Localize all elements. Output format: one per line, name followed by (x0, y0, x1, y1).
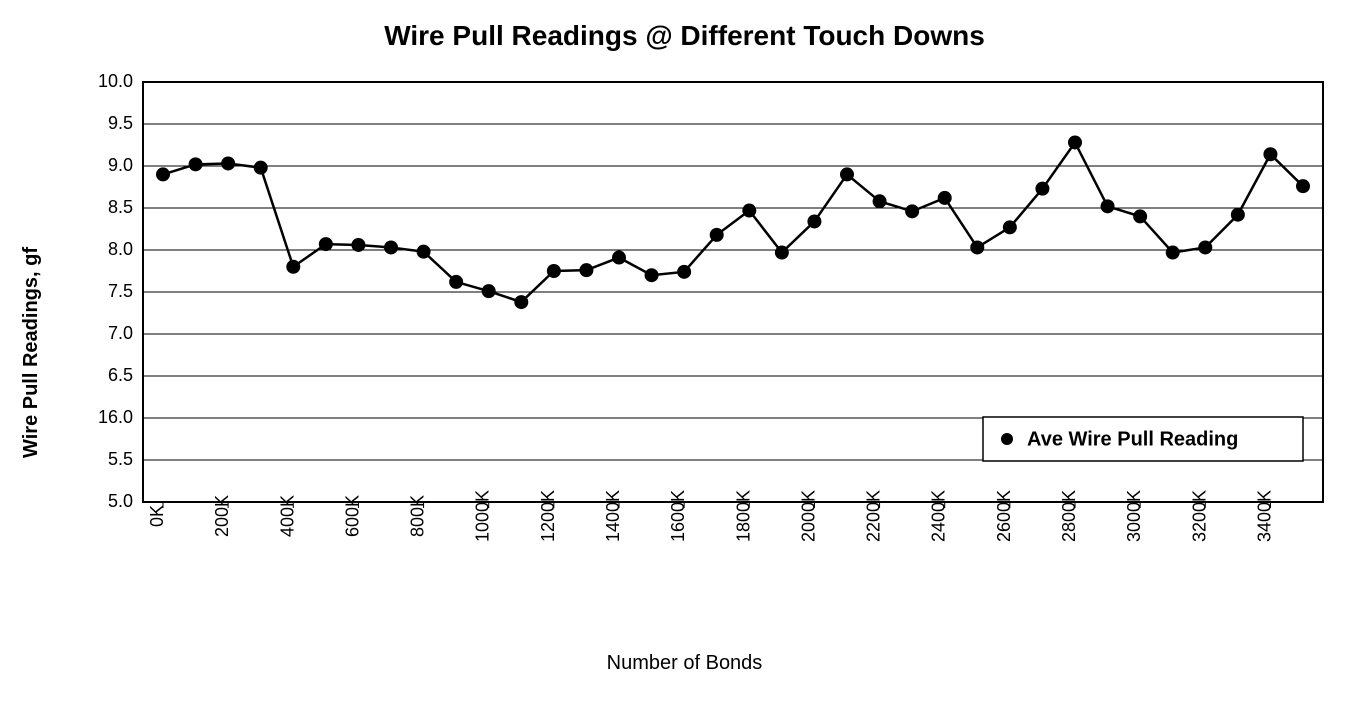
data-marker (579, 263, 593, 277)
legend-marker-icon (1001, 433, 1013, 445)
y-tick-label: 9.0 (108, 155, 133, 175)
chart-body: Wire Pull Readings, gf 5.0 5.5 16.0 6.5 7.0 7… (20, 72, 1349, 632)
y-tick-label: 8.0 (108, 239, 133, 259)
y-tick-label: 5.5 (108, 449, 133, 469)
data-marker (1296, 179, 1310, 193)
x-tick-label: 1200K (538, 490, 558, 542)
data-marker (384, 240, 398, 254)
data-marker (1133, 209, 1147, 223)
x-tick-label: 600K (342, 495, 362, 537)
y-tick-label: 7.0 (108, 323, 133, 343)
x-tick-label: 2600K (994, 490, 1014, 542)
x-axis-label: Number of Bonds (607, 652, 763, 675)
y-tick-label: 7.5 (108, 281, 133, 301)
legend-label: Ave Wire Pull Reading (1027, 428, 1238, 450)
y-tick-label: 8.5 (108, 197, 133, 217)
y-tick-label: 16.0 (98, 407, 133, 427)
data-marker (873, 194, 887, 208)
data-marker (645, 268, 659, 282)
data-marker (1263, 147, 1277, 161)
data-marker (319, 237, 333, 251)
data-marker (189, 157, 203, 171)
x-tick-label: 1400K (603, 490, 623, 542)
x-tick-label: 400K (277, 495, 297, 537)
data-marker (1035, 182, 1049, 196)
x-tick-label: 2000K (798, 490, 818, 542)
data-marker (351, 238, 365, 252)
x-tick-label: 2200K (864, 490, 884, 542)
y-tick-label: 9.5 (108, 113, 133, 133)
data-marker (1198, 240, 1212, 254)
chart-svg: 5.0 5.5 16.0 6.5 7.0 7.5 8.0 8.5 9.0 9.5 10.0 0K 200… (53, 72, 1343, 632)
data-marker (938, 191, 952, 205)
data-marker (742, 204, 756, 218)
x-tick-label: 0K (147, 505, 167, 527)
data-marker (449, 275, 463, 289)
x-tick-label: 800K (408, 495, 428, 537)
data-marker (514, 295, 528, 309)
x-tick-label: 3000K (1124, 490, 1144, 542)
data-marker (905, 204, 919, 218)
x-tick-label: 1000K (473, 490, 493, 542)
x-tick-label: 1800K (733, 490, 753, 542)
data-marker (254, 161, 268, 175)
y-axis-label: Wire Pull Readings, gf (20, 247, 43, 458)
data-marker (417, 245, 431, 259)
x-tick-label: 1600K (668, 490, 688, 542)
data-marker (775, 246, 789, 260)
x-tick-label: 2400K (929, 490, 949, 542)
data-marker (840, 167, 854, 181)
data-marker (677, 265, 691, 279)
data-marker (547, 264, 561, 278)
data-marker (221, 156, 235, 170)
x-tick-label: 3400K (1254, 490, 1274, 542)
x-tick-label: 200K (212, 495, 232, 537)
data-marker (156, 167, 170, 181)
data-marker (1101, 199, 1115, 213)
data-marker (1231, 208, 1245, 222)
data-marker (807, 214, 821, 228)
data-marker (612, 251, 626, 265)
data-marker (286, 260, 300, 274)
y-tick-label: 6.5 (108, 365, 133, 385)
data-marker (1003, 220, 1017, 234)
y-tick-label: 10.0 (98, 72, 133, 91)
data-marker (1068, 135, 1082, 149)
data-marker (1166, 246, 1180, 260)
data-marker (970, 240, 984, 254)
chart-container: Wire Pull Readings @ Different Touch Dow… (20, 20, 1349, 675)
chart-title: Wire Pull Readings @ Different Touch Dow… (384, 20, 985, 52)
data-marker (482, 284, 496, 298)
x-tick-label: 3200K (1189, 490, 1209, 542)
y-tick-label: 5.0 (108, 491, 133, 511)
x-tick-label: 2800K (1059, 490, 1079, 542)
data-marker (710, 228, 724, 242)
